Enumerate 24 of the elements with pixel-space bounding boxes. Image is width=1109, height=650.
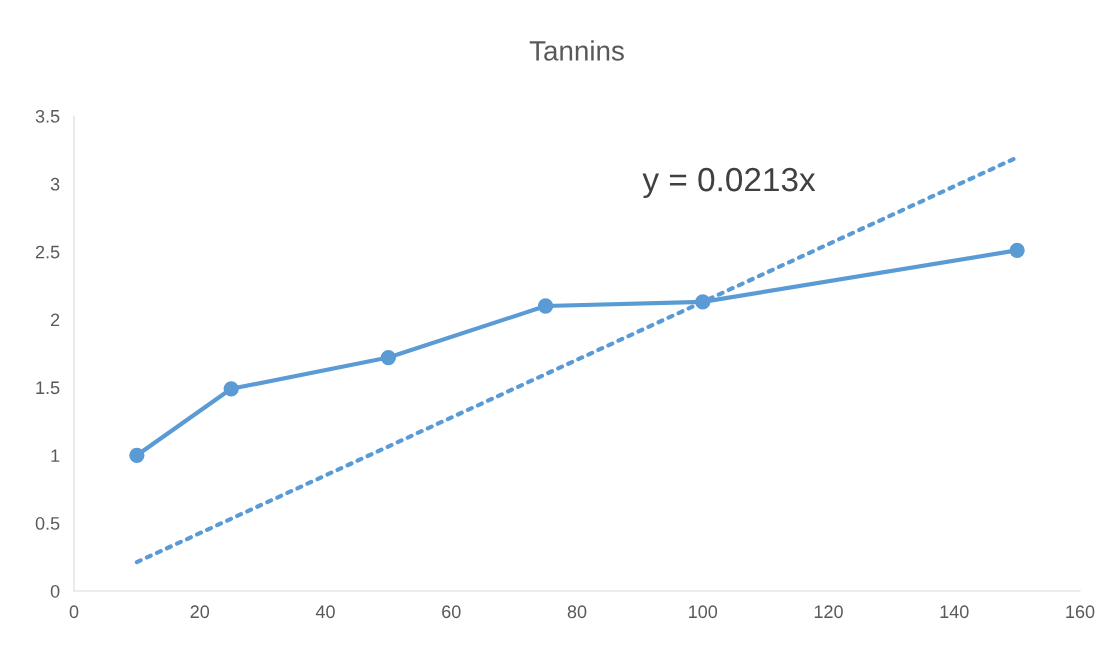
point <box>129 447 145 463</box>
y-tick-label: 1.5 <box>36 381 60 395</box>
y-tick-label: 2 <box>50 313 60 327</box>
y-tick-label: 2.5 <box>35 245 60 259</box>
point <box>1009 242 1025 258</box>
y-tick-label: 3 <box>50 177 60 191</box>
y-tick-label: 1 <box>51 449 60 462</box>
point <box>223 381 239 397</box>
x-tick-label: 100 <box>689 605 718 619</box>
y-tick-label: 3.5 <box>35 109 60 123</box>
chart-title: Tannins <box>529 40 624 61</box>
x-tick-label: 20 <box>190 605 210 619</box>
x-tick-label: 120 <box>814 605 843 619</box>
x-tick-label: 60 <box>442 605 461 619</box>
y-tick-label: 0.5 <box>35 517 60 530</box>
x-tick-label: 40 <box>315 605 335 619</box>
point <box>380 349 397 366</box>
point <box>537 298 554 314</box>
x-tick-label: 80 <box>567 605 587 619</box>
x-tick-label: 160 <box>1066 605 1095 619</box>
annotation: y = 0.0213x <box>642 167 816 199</box>
y-tick-label: 0 <box>50 584 60 598</box>
x-tick-label: 0 <box>69 605 79 619</box>
x-tick-label: 140 <box>940 605 969 619</box>
